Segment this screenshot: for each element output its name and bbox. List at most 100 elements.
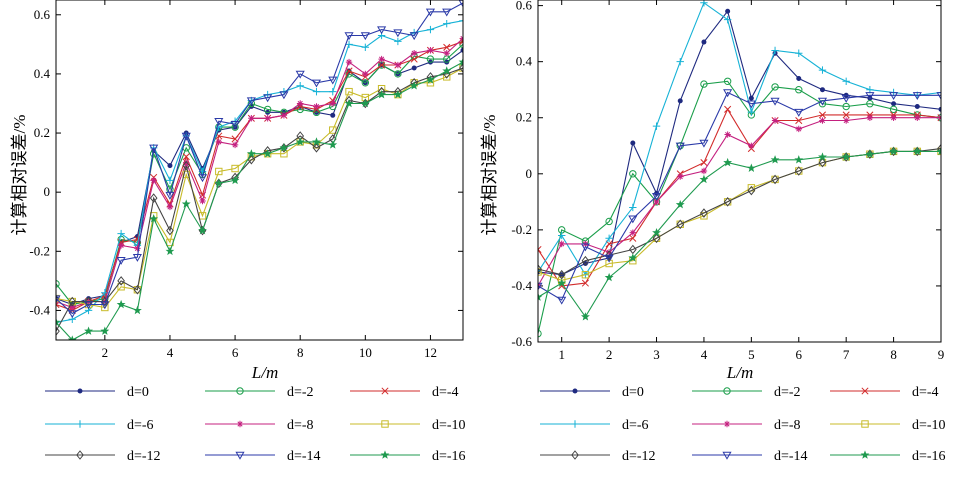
right-data-point [817,97,828,106]
right-data-point [747,185,756,196]
right-data-point [605,234,613,242]
right-legend-marker [723,387,731,395]
left-data-point [279,143,289,152]
left-data-point [295,137,305,146]
right-series-line [538,117,941,287]
left-data-point [183,159,190,166]
left-data-point [117,229,125,238]
left-data-point [361,79,370,87]
right-legend-label: d=0 [622,385,644,400]
right-data-point [912,92,922,101]
left-legend-entry: d=-2 [205,385,314,400]
right-data-point [581,255,590,266]
left-data-point [56,294,60,303]
right-data-point [629,234,637,242]
left-data-point [181,132,191,141]
right-chart: 计算相对误差/% 1 2 3 4 5 6 7 8 9 -0.6 -0.4 -0.2 0 0.2 0.4 0.6… [480,0,944,382]
right-y-tick-label: -0.6 [511,334,532,349]
left-legend-marker [235,451,245,460]
right-data-point [629,170,637,178]
right-x-tick-label: 6 [796,347,803,362]
left-data-point [264,115,271,122]
right-legend-entry: d=-8 [692,418,801,433]
left-data-point [458,0,463,8]
right-data-point [629,229,637,236]
right-data-point [580,312,590,321]
right-data-point [538,292,543,301]
right-data-point [795,116,803,125]
right-legend-label: d=-16 [912,449,946,464]
left-data-point [443,50,450,57]
right-data-point [652,122,661,130]
left-data-point [297,100,304,107]
right-data-point [630,140,636,146]
right-data-point [842,102,850,111]
left-data-point [393,89,403,99]
left-data-point [182,170,190,179]
left-data-point [165,191,175,200]
left-legend-label: d=-14 [287,449,321,464]
right-legend-label: d=-2 [774,385,801,400]
left-series-lines [56,0,463,340]
left-data-point [230,120,240,129]
right-x-tick-label: 4 [701,347,708,362]
right-data-point [866,114,874,121]
left-data-point [362,70,369,78]
right-data-point [746,100,756,109]
left-data-point [117,276,125,286]
left-data-point [248,115,255,122]
right-series-line [538,9,941,276]
left-y-tick-label: 0.4 [34,66,51,81]
left-data-point [280,150,288,158]
right-data-point [538,282,543,291]
right-data-point [538,264,542,274]
left-legend-entry: d=-12 [45,449,161,464]
right-plot-frame [537,0,942,343]
left-data-point [329,100,336,107]
left-data-point [231,141,239,149]
left-legend-entry: d=-16 [350,449,466,464]
left-legend-label: d=0 [127,385,149,400]
right-legend-marker [572,388,578,394]
left-data-point [409,81,419,90]
left-data-point [247,154,256,165]
left-data-point [69,304,76,311]
right-data-point [748,142,755,149]
left-data-point [361,43,370,52]
left-data-point [442,8,452,17]
right-data-point [841,152,851,161]
right-y-tick-label: 0 [526,166,533,181]
right-data-point [653,198,660,206]
right-legend-entry: d=-2 [692,385,801,400]
right-legend-marker [861,420,869,428]
left-data-point [150,177,157,184]
left-y-tick-label: 0.6 [34,7,51,22]
right-x-tick-label: 7 [843,347,850,362]
left-data-point [100,301,110,310]
left-legend-marker [381,420,389,428]
left-data-point [426,75,435,84]
left-data-point [246,97,256,106]
right-series-line [538,91,941,301]
right-data-point [865,149,875,158]
right-legend-marker [861,387,869,395]
left-legend: d=0 d=-2 d=-4 d=-6 d=-8 d=-10 d=-12 d=-14 d=-16 [45,385,466,464]
left-data-point [167,163,173,169]
right-data-point [700,208,708,218]
right-data-point [796,75,802,81]
right-y-tick-label: -0.4 [511,278,532,293]
right-legend-marker [860,450,870,459]
left-data-point [246,149,256,158]
left-legend-marker [76,450,84,460]
right-data-point [538,245,542,254]
left-data-point [116,256,126,265]
right-data-point [912,146,922,156]
right-data-point [794,108,804,117]
right-data-point [676,219,685,230]
left-data-point [394,37,402,46]
left-data-point [214,178,224,188]
right-data-point [771,117,779,124]
right-data-point [936,92,941,101]
left-data-point [117,242,125,249]
